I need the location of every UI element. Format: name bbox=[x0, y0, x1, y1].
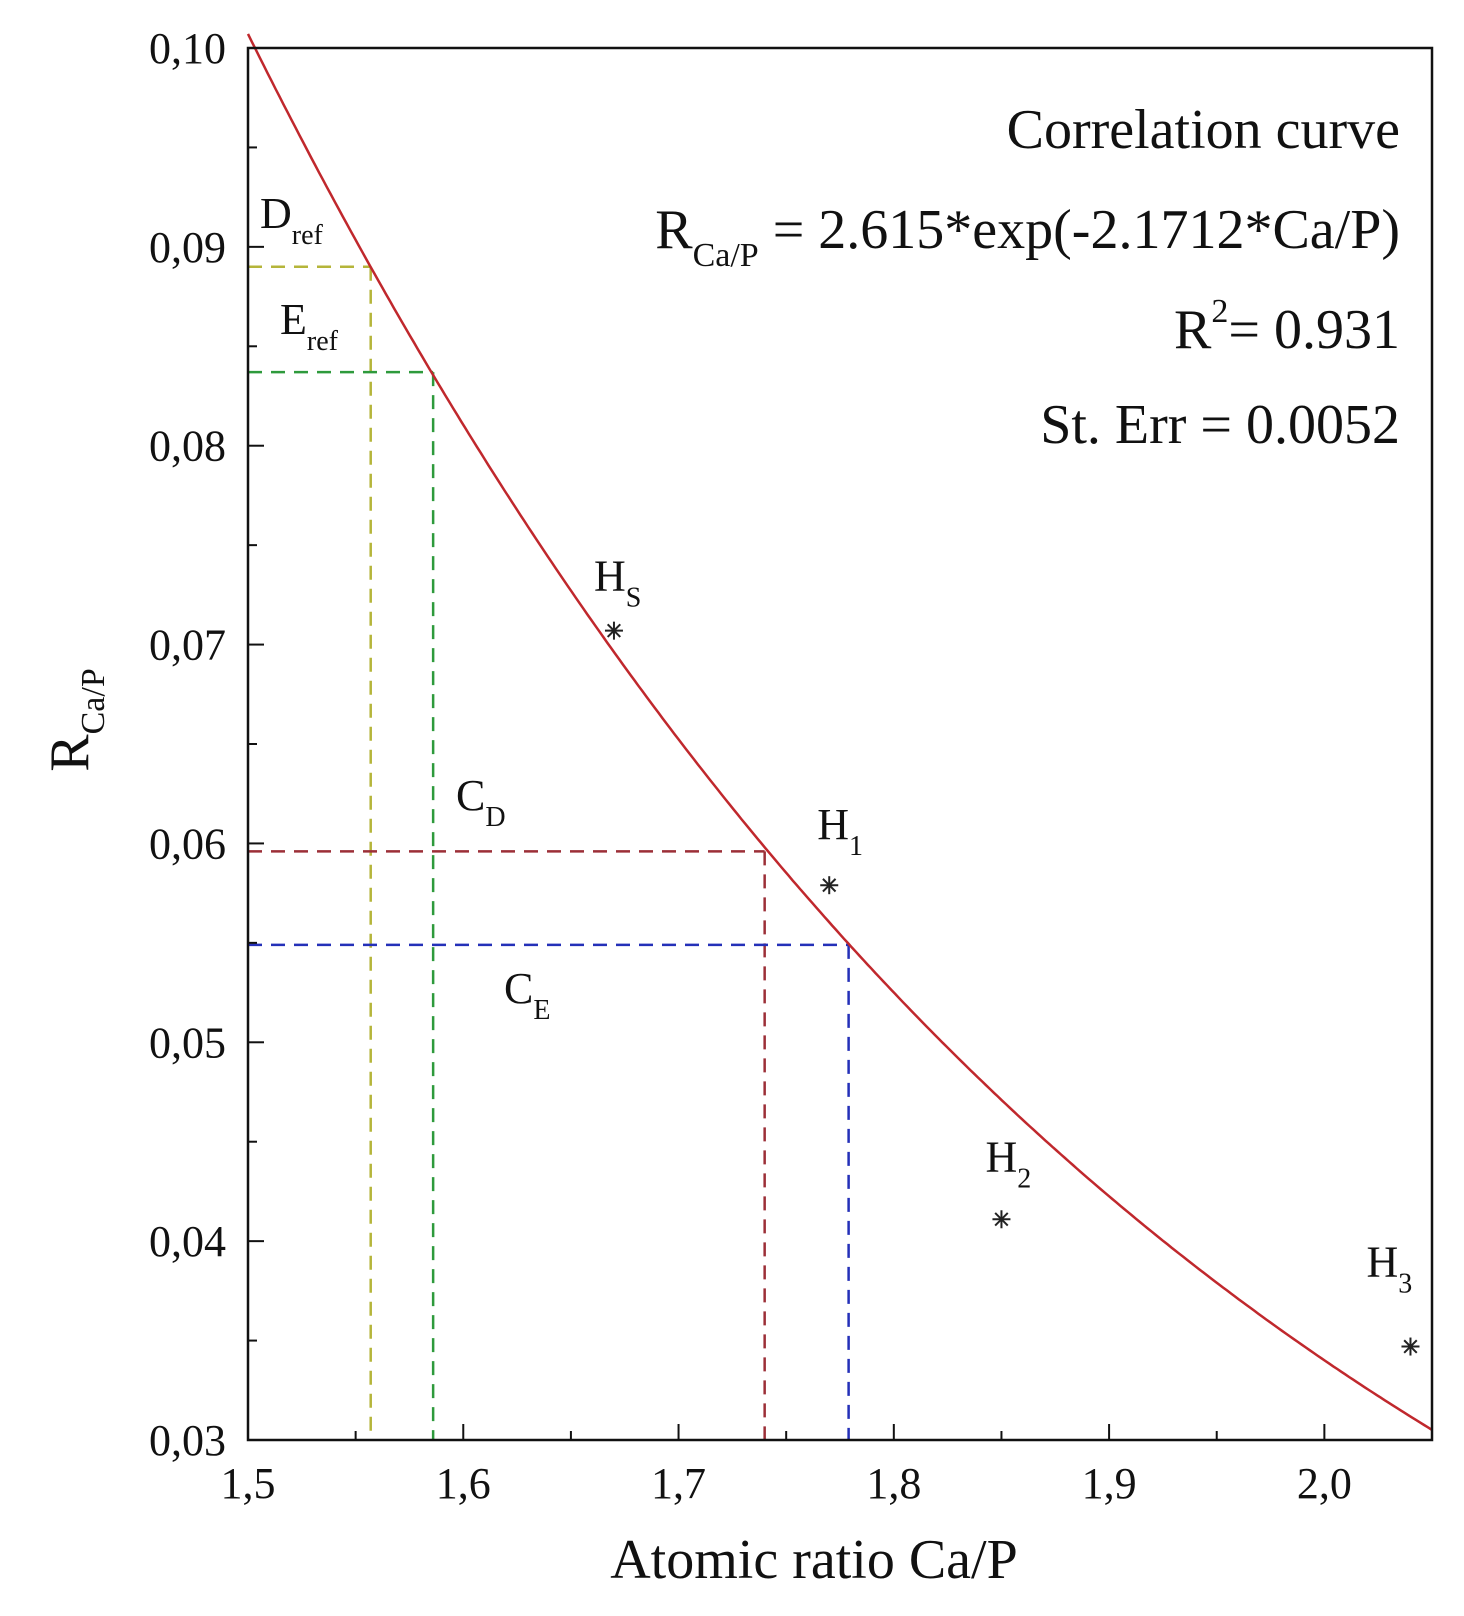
curve-layer bbox=[246, 33, 1433, 1431]
x-tick-label: 1,5 bbox=[221, 1459, 276, 1508]
point-label-H1-main: H bbox=[817, 800, 849, 849]
ref-label-CD-sub: D bbox=[485, 802, 505, 833]
y-tick-label: 0,09 bbox=[149, 223, 226, 272]
ref-label-Eref-main: E bbox=[280, 295, 307, 344]
x-tick-label: 2,0 bbox=[1297, 1459, 1352, 1508]
axis-ticks: 1,5 1,6 1,7 1,8 1,9 2,0 0,03 0,04 0,05 0,06 0,07 0,… bbox=[149, 24, 1352, 1508]
data-point-H3 bbox=[1401, 1337, 1420, 1356]
point-label-HS-main: H bbox=[594, 552, 626, 601]
y-tick-label: 0,05 bbox=[149, 1018, 226, 1067]
ref-label-Dref: Dref bbox=[260, 189, 324, 251]
asterisk-stroke bbox=[994, 1212, 1009, 1227]
x-tick-label: 1,6 bbox=[436, 1459, 491, 1508]
point-label-H1: H1 bbox=[817, 800, 863, 862]
y-tick-label: 0,04 bbox=[149, 1217, 226, 1266]
data-point-H1 bbox=[820, 876, 839, 895]
point-label-H3-main: H bbox=[1366, 1238, 1398, 1287]
point-label-H2-main: H bbox=[985, 1132, 1017, 1181]
point-label-HS-sub: S bbox=[626, 583, 642, 614]
x-tick-label: 1,7 bbox=[651, 1459, 706, 1508]
x-tick-label: 1,8 bbox=[866, 1459, 921, 1508]
correlation-curve bbox=[246, 33, 1433, 1431]
data-point-H2 bbox=[992, 1210, 1011, 1229]
ref-label-CE-sub: E bbox=[533, 995, 550, 1026]
annotation-st-err: St. Err = 0.0052 bbox=[1040, 394, 1400, 456]
annotation-r-squared: R2= 0.931 bbox=[1174, 293, 1400, 361]
ref-label-CE: CE bbox=[504, 964, 550, 1026]
annotation-title: Correlation curve bbox=[1007, 99, 1400, 161]
point-label-H3-sub: 3 bbox=[1398, 1269, 1412, 1300]
y-axis-title: RCa/P bbox=[39, 668, 112, 771]
point-label-H1-sub: 1 bbox=[849, 831, 863, 862]
asterisk-stroke bbox=[1403, 1339, 1418, 1354]
x-axis-title: Atomic ratio Ca/P bbox=[610, 1529, 1018, 1591]
data-point-HS bbox=[604, 621, 623, 640]
ref-label-Eref: Eref bbox=[280, 295, 339, 357]
point-label-H3: H3 bbox=[1366, 1238, 1412, 1300]
ref-label-CD-main: C bbox=[456, 771, 485, 820]
x-tick-label: 1,9 bbox=[1082, 1459, 1137, 1508]
annotation-equation: RCa/P = 2.615*exp(-2.1712*Ca/P) bbox=[655, 199, 1400, 274]
ref-label-Eref-sub: ref bbox=[307, 326, 339, 357]
point-label-H2: H2 bbox=[985, 1132, 1031, 1194]
ref-label-Dref-sub: ref bbox=[292, 220, 324, 251]
ref-label-CE-main: C bbox=[504, 964, 533, 1013]
y-tick-label: 0,06 bbox=[149, 819, 226, 868]
y-tick-label: 0,08 bbox=[149, 422, 226, 471]
point-label-HS: HS bbox=[594, 552, 641, 614]
y-tick-label: 0,07 bbox=[149, 621, 226, 670]
ref-label-Dref-main: D bbox=[260, 189, 292, 238]
asterisk-stroke bbox=[822, 878, 837, 893]
point-label-H2-sub: 2 bbox=[1017, 1163, 1031, 1194]
y-tick-label: 0,10 bbox=[149, 24, 226, 73]
ref-label-CD: CD bbox=[456, 771, 506, 833]
y-tick-label: 0,03 bbox=[149, 1416, 226, 1465]
asterisk-stroke bbox=[606, 623, 621, 638]
